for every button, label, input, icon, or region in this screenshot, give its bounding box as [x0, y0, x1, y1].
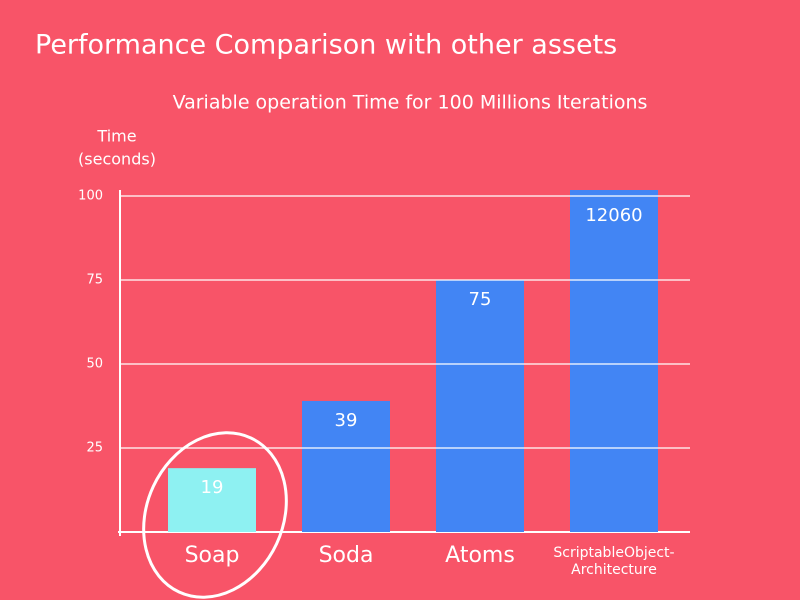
bar	[436, 280, 524, 532]
value-label: 12060	[585, 205, 642, 226]
y-tick-label: 75	[86, 273, 103, 288]
bar	[570, 190, 658, 532]
bar	[302, 400, 390, 532]
x-tick-label: Soda	[318, 543, 374, 568]
bar	[168, 468, 256, 532]
highlight-circle	[142, 431, 288, 599]
y-tick-label: 25	[86, 441, 103, 456]
value-label: 75	[469, 289, 492, 310]
x-tick-label: ScriptableObject-Architecture	[553, 545, 675, 578]
x-tick-label: Atoms	[445, 543, 515, 568]
y-tick-label: 100	[78, 189, 103, 204]
value-label: 19	[201, 477, 224, 498]
y-axis-label: Time	[96, 127, 136, 146]
chart-subtitle: Variable operation Time for 100 Millions…	[173, 92, 648, 114]
y-tick-label: 50	[86, 357, 103, 372]
x-tick-label: Soap	[184, 543, 240, 568]
value-label: 39	[335, 410, 358, 431]
plot-area	[168, 190, 658, 532]
y-axis-label: (seconds)	[78, 150, 156, 169]
chart-title: Performance Comparison with other assets	[35, 30, 617, 61]
